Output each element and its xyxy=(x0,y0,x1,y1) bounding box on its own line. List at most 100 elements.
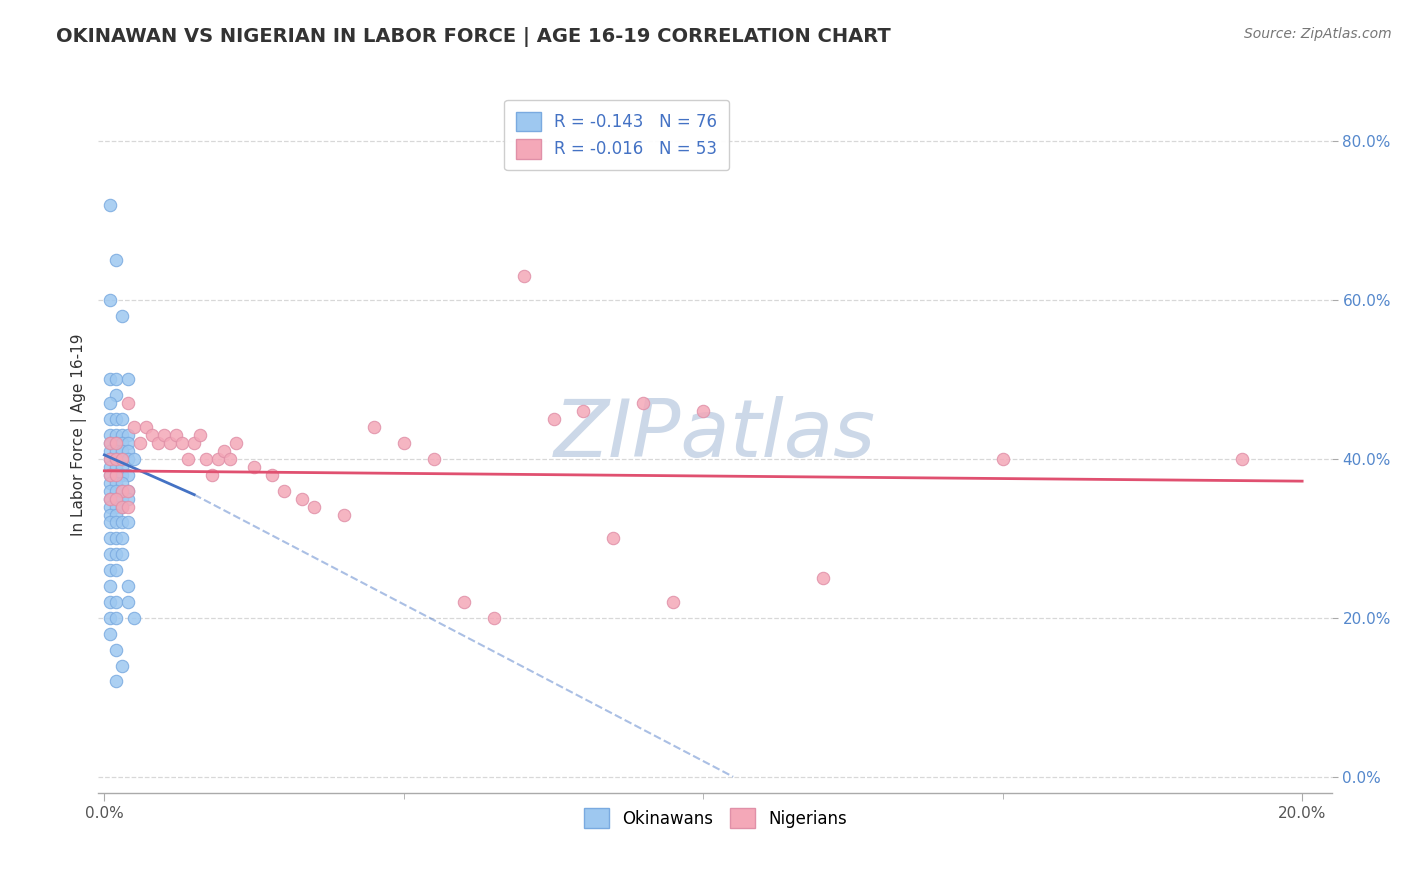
Point xyxy=(662,595,685,609)
Point xyxy=(105,674,128,689)
Point xyxy=(633,396,655,410)
Point xyxy=(124,420,146,434)
Point xyxy=(195,451,218,466)
Point xyxy=(105,563,128,577)
Point xyxy=(105,500,128,514)
Point xyxy=(333,508,356,522)
Point xyxy=(105,491,128,506)
Point xyxy=(422,451,444,466)
Point xyxy=(105,547,128,561)
Point xyxy=(207,451,229,466)
Point xyxy=(98,579,121,593)
Point xyxy=(117,444,139,458)
Point xyxy=(129,436,152,450)
Point xyxy=(111,451,134,466)
Point xyxy=(98,451,121,466)
Point xyxy=(105,467,128,482)
Point xyxy=(117,516,139,530)
Point xyxy=(98,547,121,561)
Point xyxy=(105,508,128,522)
Point xyxy=(117,372,139,386)
Point xyxy=(117,579,139,593)
Point xyxy=(117,500,139,514)
Point xyxy=(98,428,121,442)
Point xyxy=(117,483,139,498)
Point xyxy=(302,500,325,514)
Point xyxy=(117,451,139,466)
Point xyxy=(98,436,121,450)
Point xyxy=(98,467,121,482)
Point xyxy=(105,532,128,546)
Point xyxy=(98,467,121,482)
Point xyxy=(602,532,624,546)
Point xyxy=(811,571,834,585)
Point xyxy=(98,611,121,625)
Point xyxy=(111,483,134,498)
Point xyxy=(111,428,134,442)
Point xyxy=(111,467,134,482)
Point xyxy=(111,500,134,514)
Point xyxy=(148,436,170,450)
Point xyxy=(201,467,224,482)
Point xyxy=(117,467,139,482)
Point xyxy=(105,444,128,458)
Point xyxy=(991,451,1014,466)
Point xyxy=(1232,451,1254,466)
Point xyxy=(453,595,475,609)
Point xyxy=(98,626,121,640)
Point xyxy=(98,508,121,522)
Point xyxy=(111,459,134,474)
Point xyxy=(98,293,121,307)
Point xyxy=(117,483,139,498)
Point xyxy=(105,483,128,498)
Point xyxy=(111,412,134,426)
Point xyxy=(98,532,121,546)
Point xyxy=(105,428,128,442)
Point xyxy=(111,547,134,561)
Point xyxy=(111,475,134,490)
Point xyxy=(111,658,134,673)
Point xyxy=(183,436,205,450)
Point xyxy=(111,436,134,450)
Text: OKINAWAN VS NIGERIAN IN LABOR FORCE | AGE 16-19 CORRELATION CHART: OKINAWAN VS NIGERIAN IN LABOR FORCE | AG… xyxy=(56,27,891,46)
Point xyxy=(105,451,128,466)
Point xyxy=(98,372,121,386)
Point xyxy=(572,404,595,418)
Point xyxy=(98,444,121,458)
Point xyxy=(111,309,134,323)
Point xyxy=(105,467,128,482)
Point xyxy=(188,428,211,442)
Point xyxy=(98,459,121,474)
Point xyxy=(135,420,157,434)
Point xyxy=(105,451,128,466)
Point xyxy=(543,412,565,426)
Point xyxy=(98,436,121,450)
Point xyxy=(243,459,266,474)
Point xyxy=(98,451,121,466)
Point xyxy=(105,516,128,530)
Point xyxy=(273,483,295,498)
Point xyxy=(159,436,181,450)
Point xyxy=(117,436,139,450)
Point xyxy=(105,436,128,450)
Point xyxy=(124,451,146,466)
Point xyxy=(105,475,128,490)
Y-axis label: In Labor Force | Age 16-19: In Labor Force | Age 16-19 xyxy=(72,334,87,536)
Point xyxy=(105,388,128,402)
Point xyxy=(117,491,139,506)
Point xyxy=(111,451,134,466)
Point xyxy=(98,595,121,609)
Point xyxy=(177,451,200,466)
Point xyxy=(482,611,505,625)
Point xyxy=(98,412,121,426)
Point xyxy=(692,404,714,418)
Point xyxy=(98,491,121,506)
Point xyxy=(111,444,134,458)
Point xyxy=(105,459,128,474)
Point xyxy=(105,436,128,450)
Point xyxy=(111,532,134,546)
Point xyxy=(141,428,163,442)
Point xyxy=(363,420,385,434)
Point xyxy=(153,428,176,442)
Point xyxy=(392,436,415,450)
